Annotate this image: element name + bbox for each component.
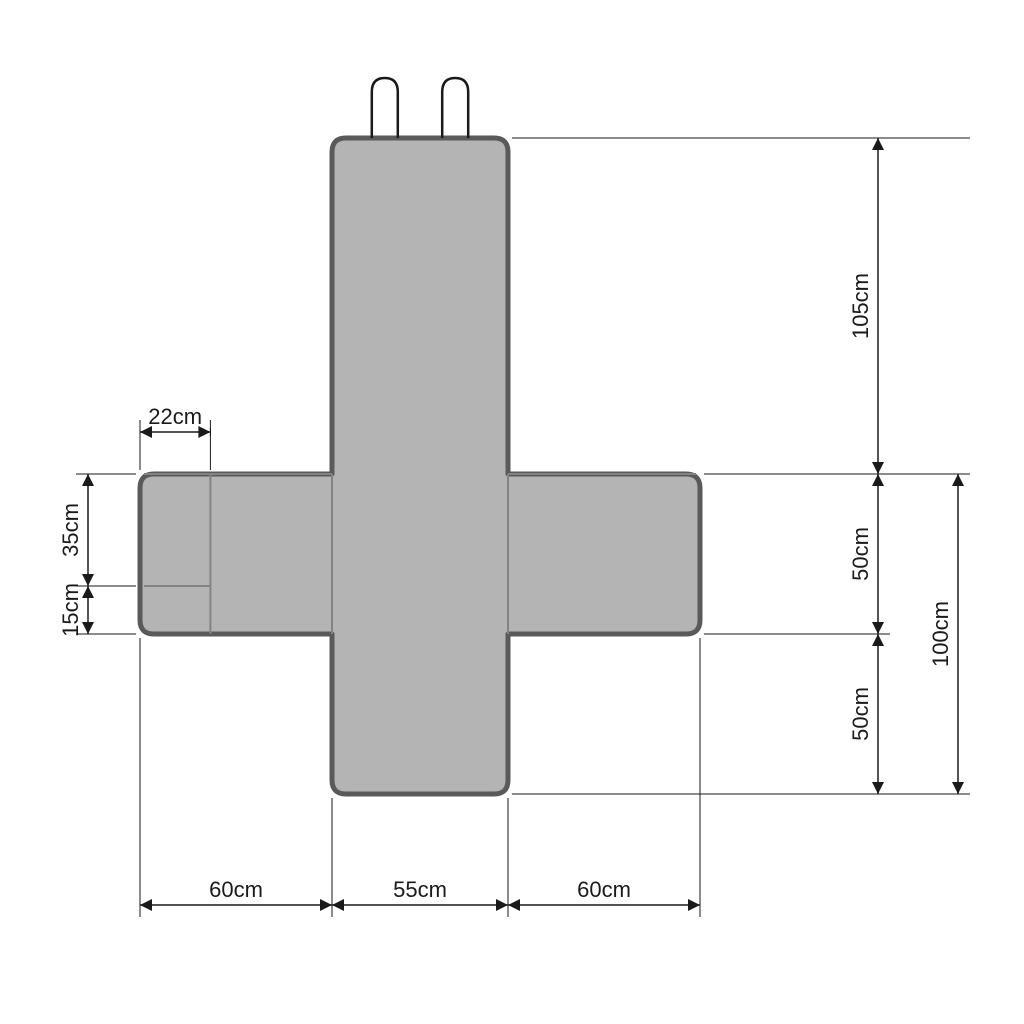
dimension-diagram: 105cm 50cm 50cm 100cm 60cm 55cm 60cm 22cm 35cm 15… bbox=[0, 0, 1024, 1024]
dim-15cm: 15cm bbox=[58, 583, 83, 637]
dim-55cm: 55cm bbox=[393, 877, 447, 902]
dim-100cm: 100cm bbox=[928, 601, 953, 667]
hanging-loop-1 bbox=[372, 78, 398, 138]
product-outline bbox=[140, 138, 700, 794]
dim-50cm-upper: 50cm bbox=[848, 527, 873, 581]
dim-60cm-left: 60cm bbox=[209, 877, 263, 902]
hanging-loop-2 bbox=[442, 78, 468, 138]
dim-105cm: 105cm bbox=[848, 273, 873, 339]
dim-35cm: 35cm bbox=[58, 503, 83, 557]
dim-22cm: 22cm bbox=[148, 404, 202, 429]
dim-50cm-lower: 50cm bbox=[848, 687, 873, 741]
dim-60cm-right: 60cm bbox=[577, 877, 631, 902]
